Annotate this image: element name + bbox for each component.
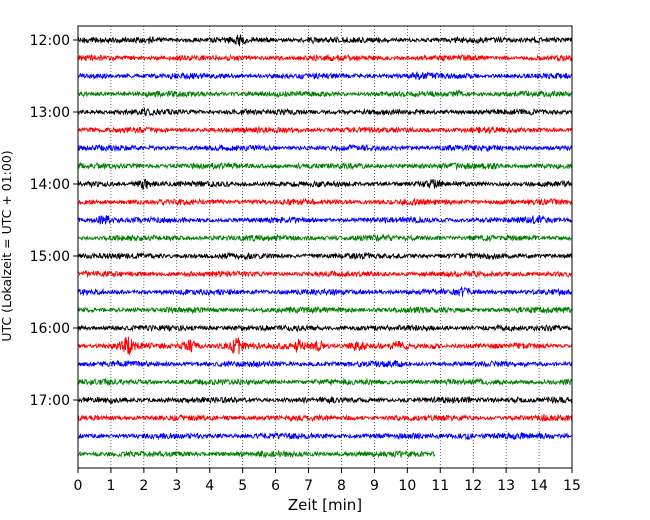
y-tick-label-1200: 12:00 (30, 33, 70, 49)
x-tick-label-14: 14 (530, 478, 548, 494)
y-axis-label: UTC (Lokalzeit = UTC + 01:00) (0, 150, 14, 341)
trace-1400 (77, 178, 573, 191)
trace-1545 (77, 306, 573, 315)
x-tick-label-12: 12 (464, 478, 482, 494)
y-tick-label-1300: 13:00 (30, 105, 70, 121)
x-tick-label-1: 1 (106, 478, 115, 494)
x-tick-label-8: 8 (337, 478, 346, 494)
x-tick-label-13: 13 (497, 478, 515, 494)
x-tick-label-11: 11 (431, 478, 449, 494)
trace-1200 (77, 34, 573, 47)
trace-1730 (77, 431, 573, 441)
x-tick-label-0: 0 (74, 478, 83, 494)
trace-1330 (77, 143, 573, 153)
y-axis: 12:00 13:00 14:00 15:00 16:00 17:00 (30, 33, 78, 409)
traces (77, 34, 573, 459)
trace-1245 (77, 89, 573, 99)
x-tick-label-2: 2 (139, 478, 148, 494)
trace-1430 (77, 214, 573, 225)
x-tick-label-15: 15 (563, 478, 581, 494)
trace-1300 (77, 107, 573, 117)
trace-1445 (77, 233, 573, 243)
x-tick-label-4: 4 (205, 478, 214, 494)
trace-1500 (77, 251, 573, 261)
trace-1715 (77, 413, 573, 423)
trace-1345 (77, 161, 573, 171)
trace-1600 (77, 323, 573, 333)
y-tick-label-1700: 17:00 (30, 393, 70, 409)
trace-1315 (77, 125, 573, 135)
y-tick-label-1500: 15:00 (30, 249, 70, 265)
trace-1530 (77, 285, 573, 297)
trace-1515 (77, 269, 573, 279)
trace-1630 (77, 359, 573, 369)
y-tick-label-1400: 14:00 (30, 177, 70, 193)
trace-1415 (77, 197, 573, 207)
x-tick-label-3: 3 (172, 478, 181, 494)
x-tick-label-6: 6 (271, 478, 280, 494)
x-axis-label: Zeit [min] (288, 496, 362, 514)
trace-1700 (77, 395, 573, 405)
x-axis: 0 1 2 3 4 5 6 7 8 9 10 11 12 13 14 15 (74, 468, 581, 494)
trace-1215 (77, 53, 573, 63)
trace-1615 (77, 336, 573, 355)
x-tick-label-7: 7 (304, 478, 313, 494)
x-tick-label-10: 10 (398, 478, 416, 494)
trace-1645 (77, 377, 573, 387)
x-tick-label-5: 5 (238, 478, 247, 494)
plot-frame (77, 25, 573, 469)
y-tick-label-1600: 16:00 (30, 321, 70, 337)
trace-1230 (77, 70, 573, 81)
x-tick-label-9: 9 (370, 478, 379, 494)
trace-1745 (77, 449, 436, 459)
